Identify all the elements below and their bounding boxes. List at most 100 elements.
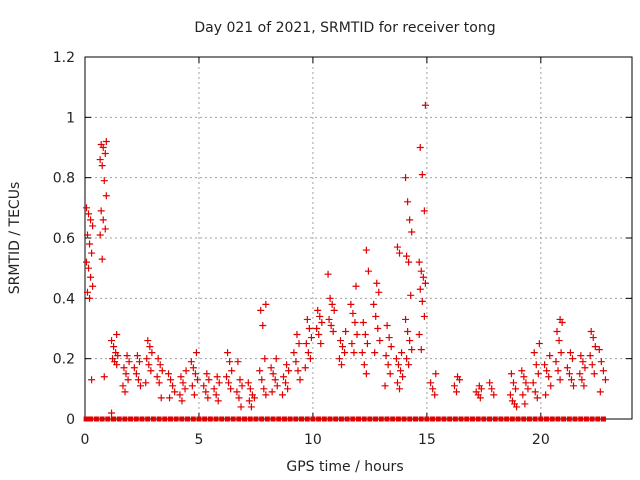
data-point (283, 361, 291, 369)
data-point (99, 144, 107, 151)
data-point (477, 385, 485, 393)
zero-point (378, 416, 384, 422)
data-point (210, 385, 218, 393)
data-point (545, 373, 553, 381)
data-point (85, 210, 93, 218)
data-point (403, 252, 411, 260)
zero-point (83, 416, 89, 422)
zero-point (492, 416, 498, 422)
data-point (349, 309, 357, 317)
data-point (155, 379, 163, 387)
data-point (87, 216, 95, 224)
data-point (374, 325, 382, 332)
data-point (124, 376, 132, 384)
zero-point (447, 416, 453, 422)
data-point (432, 370, 440, 378)
data-point (406, 337, 414, 345)
data-point (415, 331, 423, 339)
data-point (245, 397, 253, 405)
data-point (427, 379, 435, 387)
data-point (295, 340, 303, 348)
data-point (429, 385, 437, 393)
data-point (509, 379, 517, 387)
zero-point (595, 416, 601, 422)
data-point (404, 198, 412, 206)
data-point (542, 391, 550, 399)
data-point (587, 328, 595, 336)
data-point (292, 358, 300, 366)
data-point (327, 321, 335, 329)
data-point (132, 370, 140, 378)
zero-point (390, 416, 396, 422)
zero-point (544, 416, 550, 422)
y-tick-label: 0 (66, 412, 75, 428)
data-point (589, 334, 597, 342)
data-point (359, 318, 367, 326)
data-point (326, 294, 334, 302)
data-point (339, 343, 347, 351)
data-point (531, 388, 539, 396)
data-point (268, 388, 276, 396)
data-point (370, 300, 378, 308)
data-point (316, 312, 324, 320)
data-point (87, 273, 95, 281)
data-point (258, 376, 266, 384)
data-point (278, 391, 286, 399)
data-point (490, 391, 498, 399)
data-point (178, 397, 186, 405)
data-point (486, 379, 494, 387)
data-point (123, 352, 131, 360)
data-point (364, 267, 372, 275)
zero-point (430, 416, 436, 422)
zero-point (110, 416, 116, 422)
data-point (108, 409, 116, 417)
data-point (513, 403, 521, 411)
data-point (166, 394, 174, 402)
data-point (82, 258, 90, 266)
data-point (506, 391, 514, 399)
data-point (187, 358, 195, 366)
zero-point (384, 416, 390, 422)
data-point (547, 382, 555, 390)
plot-frame (84, 56, 633, 420)
zero-point (350, 416, 356, 422)
data-point (181, 385, 189, 393)
data-point (86, 294, 94, 302)
zero-point (224, 416, 230, 422)
data-point (532, 361, 540, 369)
zero-point (128, 416, 134, 422)
zero-point (179, 416, 185, 422)
data-point (86, 240, 94, 248)
zero-point (150, 416, 156, 422)
y-tick-label: 1 (66, 110, 75, 126)
data-point (408, 346, 416, 354)
zero-point (464, 416, 470, 422)
data-point (101, 225, 109, 233)
data-point (234, 358, 242, 366)
data-point (246, 385, 254, 393)
data-point (189, 364, 197, 372)
data-point (203, 370, 211, 378)
data-point (520, 373, 528, 381)
y-axis-label: SRMTID / TECUs (7, 182, 23, 295)
data-point (157, 394, 165, 402)
zero-point (167, 416, 173, 422)
data-point (330, 306, 338, 314)
data-point (84, 288, 92, 296)
zero-point (555, 416, 561, 422)
data-point (294, 367, 302, 375)
data-point (396, 385, 404, 393)
data-point (267, 364, 275, 372)
data-point (567, 376, 575, 384)
zero-point (412, 416, 418, 422)
data-point (383, 321, 391, 329)
data-point (228, 367, 236, 375)
zero-point (395, 416, 401, 422)
data-point (417, 346, 425, 354)
data-point (224, 349, 232, 357)
data-point (100, 177, 108, 185)
zero-point (356, 416, 361, 422)
zero-point (281, 416, 287, 422)
zero-point (407, 416, 413, 422)
